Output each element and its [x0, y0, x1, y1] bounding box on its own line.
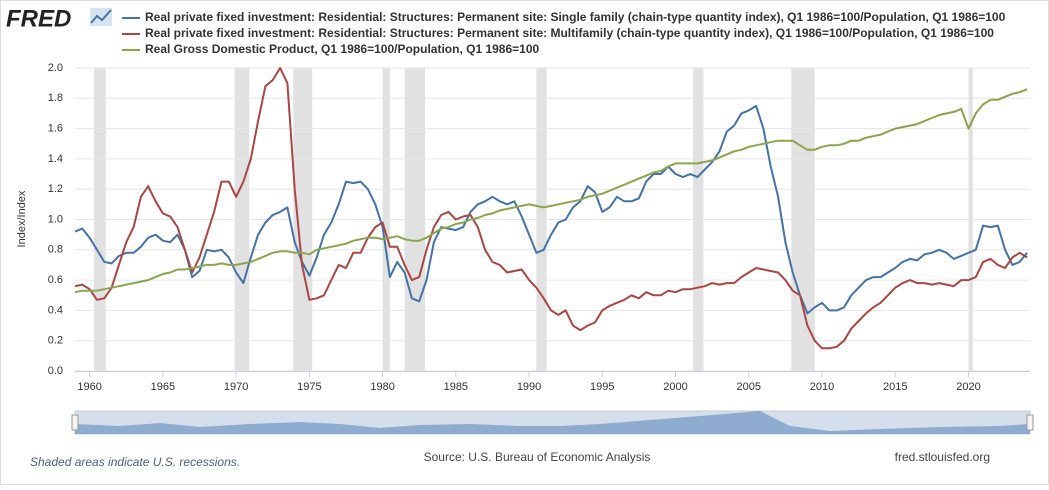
navigator	[71, 410, 1034, 435]
y-tick-label: 1.2	[48, 183, 63, 195]
x-tick-label: 2005	[737, 381, 761, 393]
x-tick-label: 1965	[151, 381, 175, 393]
x-tick-label: 1980	[370, 381, 394, 393]
y-tick-label: 0.0	[48, 365, 63, 377]
source: Source: U.S. Bureau of Economic Analysis	[424, 450, 651, 464]
x-tick-label: 2020	[956, 381, 980, 393]
y-tick-label: 2.0	[48, 62, 63, 74]
y-tick-label: 1.8	[48, 92, 63, 104]
x-tick-label: 1995	[590, 381, 614, 393]
y-tick-label: 0.8	[48, 244, 63, 256]
y-axis-label: Index/Index	[16, 190, 28, 247]
site: fred.stlouisfed.org	[895, 450, 990, 464]
x-tick-label: 1985	[444, 381, 468, 393]
series-line	[74, 104, 1028, 315]
y-tick-label: 0.6	[48, 274, 63, 286]
series-line	[74, 88, 1028, 294]
x-tick-label: 2000	[663, 381, 687, 393]
y-tick-label: 0.2	[48, 335, 63, 347]
x-tick-label: 2015	[883, 381, 907, 393]
x-tick-label: 1975	[297, 381, 321, 393]
x-tick-label: 1990	[517, 381, 541, 393]
y-tick-label: 1.6	[48, 123, 63, 135]
x-tick-label: 2010	[810, 381, 834, 393]
recession-note: Shaded areas indicate U.S. recessions.	[30, 455, 240, 469]
y-tick-label: 1.0	[48, 213, 63, 225]
logo: FRED	[6, 5, 71, 32]
logo-icon	[90, 8, 112, 26]
legend-label: Real private fixed investment: Residenti…	[145, 10, 1006, 24]
y-tick-label: 0.4	[48, 304, 63, 316]
series-line	[74, 67, 1028, 350]
legend-label: Real Gross Domestic Product, Q1 1986=100…	[145, 42, 540, 56]
legend-label: Real private fixed investment: Residenti…	[145, 26, 994, 40]
x-tick-label: 1970	[224, 381, 248, 393]
x-tick-label: 1960	[77, 381, 101, 393]
y-tick-label: 1.4	[48, 153, 63, 165]
